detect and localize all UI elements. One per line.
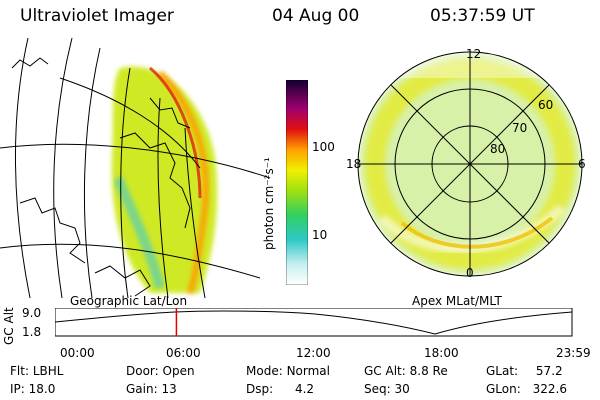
colorbar: [286, 80, 308, 285]
mlt-label-18: 18: [346, 157, 362, 171]
altitude-axis-label: GC Alt: [2, 307, 16, 345]
dsp-label: Dsp:: [246, 382, 274, 396]
mode-field: Mode: Normal: [246, 364, 330, 378]
date-label: 04 Aug 00: [272, 6, 360, 26]
glon-value: 322.6: [532, 382, 567, 396]
time-tick-12: 12:00: [296, 346, 331, 360]
polar-map: [357, 51, 583, 277]
lat-lon-grid: [0, 38, 270, 298]
altitude-tick-1-8: 1.8: [22, 325, 42, 339]
polar-map-label: Apex MLat/MLT: [412, 294, 502, 308]
seq-value: 30: [394, 382, 410, 396]
colorbar-tick-100: 100: [312, 140, 335, 154]
filter-label: Flt:: [10, 364, 29, 378]
mlat-label-80: 80: [490, 142, 506, 156]
instrument-title: Ultraviolet Imager: [20, 6, 174, 26]
door-value: Open: [162, 364, 195, 378]
dsp-value: 4.2: [294, 382, 315, 396]
seq-label: Seq:: [364, 382, 391, 396]
gain-value: 13: [161, 382, 177, 396]
time-tick-2359: 23:59: [556, 346, 591, 360]
ip-label: IP:: [10, 382, 25, 396]
aurora-faint-band: [113, 176, 165, 290]
aurora-emission: [111, 66, 218, 293]
mode-value: Normal: [286, 364, 330, 378]
filter-field: Flt: LBHL: [10, 364, 63, 378]
aurora-bright-band: [157, 70, 209, 294]
polar-grid: [357, 51, 583, 277]
gain-label: Gain:: [126, 382, 158, 396]
glon-label: GLon:: [486, 382, 521, 396]
time-label: 05:37:59 UT: [430, 6, 535, 26]
door-field: Door: Open: [126, 364, 195, 378]
glat-value: 57.2: [535, 364, 563, 378]
mlt-label-12: 12: [466, 47, 482, 61]
colorbar-tick-10: 10: [312, 228, 328, 242]
gain-field: Gain: 13: [126, 382, 177, 396]
glat-field: GLat: 57.2: [486, 364, 563, 378]
time-tick-00: 00:00: [60, 346, 95, 360]
geographic-map-label: Geographic Lat/Lon: [70, 294, 188, 308]
mode-label: Mode:: [246, 364, 283, 378]
time-tick-18: 18:00: [424, 346, 459, 360]
gc-alt-field: GC Alt: 8.8 Re: [364, 364, 448, 378]
altitude-tick-9: 9.0: [22, 306, 42, 320]
ip-field: IP: 18.0: [10, 382, 55, 396]
geographic-map: [0, 38, 270, 298]
aurora-peak-band: [149, 66, 202, 199]
colorbar-unit-label: photon cm⁻²s⁻¹: [262, 157, 276, 250]
door-label: Door:: [126, 364, 159, 378]
dsp-field: Dsp: 4.2: [246, 382, 314, 396]
coastlines: [11, 57, 191, 297]
mlat-label-60: 60: [538, 98, 554, 112]
altitude-curve: [55, 310, 573, 335]
altitude-plot: [55, 308, 573, 337]
mlt-label-6: 6: [578, 157, 586, 171]
gc-alt-label: GC Alt:: [364, 364, 406, 378]
glat-label: GLat:: [486, 364, 519, 378]
gc-alt-value: 8.8 Re: [409, 364, 448, 378]
glon-field: GLon: 322.6: [486, 382, 567, 396]
mlt-label-0: 0: [466, 266, 474, 280]
filter-value: LBHL: [32, 364, 64, 378]
seq-field: Seq: 30: [364, 382, 410, 396]
altitude-plot-frame: [55, 308, 573, 337]
mlat-label-70: 70: [512, 121, 528, 135]
time-tick-06: 06:00: [166, 346, 201, 360]
ip-value: 18.0: [28, 382, 56, 396]
